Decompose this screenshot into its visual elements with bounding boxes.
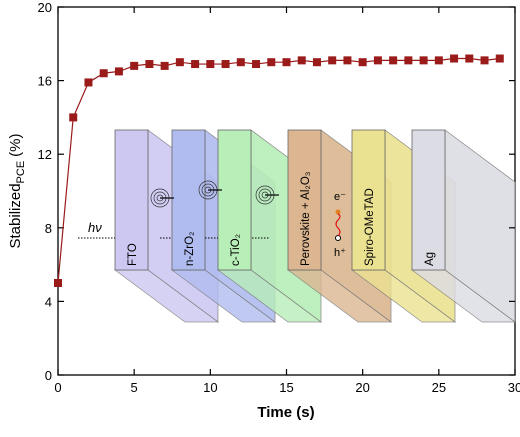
- data-point: [389, 56, 398, 65]
- y-tick-label: 4: [45, 294, 52, 309]
- electron: [335, 209, 341, 215]
- x-axis-label: Time (s): [257, 404, 314, 421]
- data-point: [114, 67, 123, 76]
- x-tick-label: 10: [203, 380, 217, 395]
- data-point: [160, 61, 169, 70]
- y-tick-label: 0: [45, 368, 52, 383]
- layer-label: Ag: [424, 252, 436, 266]
- x-tick-label: 15: [279, 380, 293, 395]
- y-tick-label: 12: [38, 147, 52, 162]
- x-tick-label: 30: [508, 380, 520, 395]
- data-point: [465, 54, 474, 63]
- layer-face: [217, 129, 252, 271]
- data-point: [358, 58, 367, 67]
- x-tick-label: 5: [131, 380, 138, 395]
- data-point: [69, 113, 78, 122]
- data-point: [343, 56, 352, 65]
- data-point: [495, 54, 504, 63]
- data-point: [175, 58, 184, 67]
- layer-label: Spiro-OMeTAD: [364, 188, 376, 266]
- layer-face: [114, 129, 149, 271]
- data-point: [282, 58, 291, 67]
- y-tick-label: 16: [38, 74, 52, 89]
- layer-label: n-ZrO₂: [184, 232, 196, 267]
- hole: [335, 235, 341, 241]
- data-point: [206, 60, 215, 69]
- data-point: [434, 56, 443, 65]
- layer-face: [287, 129, 322, 271]
- layer-face: [351, 129, 386, 271]
- electron-label: e⁻: [334, 191, 346, 203]
- y-label-main: Stabilized: [7, 183, 24, 248]
- y-axis-label: StabilizedPCE (%): [7, 133, 27, 248]
- data-point: [84, 78, 93, 87]
- data-point: [54, 279, 62, 287]
- data-point: [419, 56, 428, 65]
- data-point: [450, 54, 459, 63]
- layer-label: c-TiO₂: [230, 234, 242, 266]
- data-point: [404, 56, 413, 65]
- hole-label: h⁺: [334, 247, 346, 259]
- excitation: [335, 213, 341, 237]
- data-point: [221, 60, 230, 69]
- data-point: [312, 58, 321, 67]
- data-point: [130, 61, 139, 70]
- x-tick-label: 25: [432, 380, 446, 395]
- y-label-unit: (%): [7, 133, 24, 156]
- y-tick-label: 20: [38, 0, 52, 15]
- data-point: [252, 60, 261, 69]
- data-point: [373, 56, 382, 65]
- data-point: [236, 58, 245, 67]
- inset-diagram: FTO n-ZrO₂ c-TiO₂ Perovskite + Al₂O₃ Spiro-O…: [78, 129, 517, 323]
- layer-face: [411, 129, 446, 271]
- data-point: [297, 56, 306, 65]
- data-point: [99, 69, 108, 78]
- light-label: hν: [88, 220, 102, 235]
- x-tick-label: 20: [355, 380, 369, 395]
- layer-label: Perovskite + Al₂O₃: [300, 171, 312, 266]
- y-label-sub: PCE: [15, 161, 27, 184]
- data-point: [191, 60, 200, 69]
- data-point: [328, 56, 337, 65]
- x-tick-label: 0: [54, 380, 61, 395]
- y-tick-label: 8: [45, 221, 52, 236]
- data-point: [267, 58, 276, 67]
- layer-face: [171, 129, 206, 271]
- data-point: [480, 56, 489, 65]
- layer-label: FTO: [127, 243, 139, 266]
- data-point: [145, 60, 154, 69]
